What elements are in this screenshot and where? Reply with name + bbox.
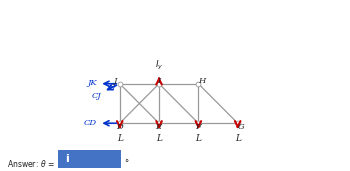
Text: H: H [198, 77, 205, 85]
Text: CD: CD [84, 119, 97, 127]
Text: °: ° [124, 159, 128, 168]
Text: $I_y$: $I_y$ [155, 59, 163, 72]
Text: L: L [235, 134, 241, 143]
Text: L: L [156, 134, 162, 143]
Text: Answer: $\theta$ =: Answer: $\theta$ = [7, 158, 55, 169]
Text: D: D [116, 122, 122, 130]
Text: J: J [114, 77, 117, 85]
Text: F: F [195, 122, 201, 130]
Text: CJ: CJ [91, 92, 101, 100]
Text: i: i [65, 154, 69, 164]
Text: I: I [158, 77, 161, 85]
Text: JK: JK [87, 79, 97, 87]
Text: L: L [195, 134, 201, 143]
Text: L: L [117, 134, 123, 143]
Text: E: E [155, 122, 162, 130]
Text: G: G [238, 122, 244, 130]
Text: $\theta$: $\theta$ [108, 81, 116, 92]
